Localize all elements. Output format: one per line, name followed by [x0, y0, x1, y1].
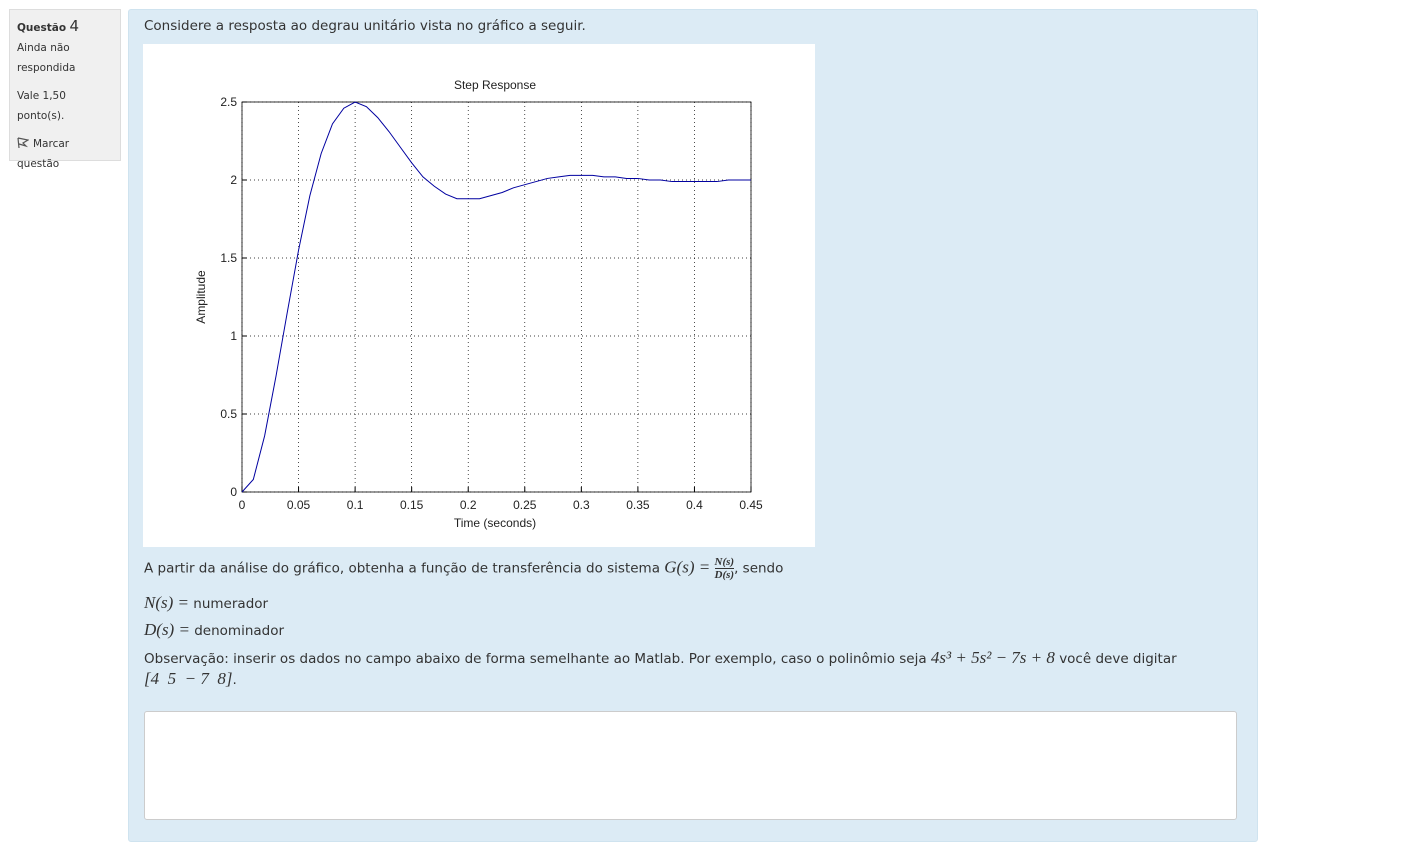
question-number: 4: [69, 17, 79, 35]
definition: N(s) = numerador: [144, 593, 268, 613]
intro: Considere a resposta ao degrau unitário …: [144, 18, 586, 34]
note-text: Observação: inserir os dados no campo ab…: [144, 651, 927, 667]
x-tick-label: 0.3: [573, 498, 590, 512]
x-tick-label: 0.35: [626, 498, 650, 512]
status: Ainda não respondida: [17, 42, 76, 74]
paragraph-suffix: , sendo: [734, 560, 784, 577]
flag-link[interactable]: Marcar questão: [17, 134, 97, 174]
note: Observação: inserir os dados no campo ab…: [144, 648, 1177, 690]
y-tick-label: 1: [230, 329, 237, 343]
formula-lhs: G(s) =: [664, 557, 711, 577]
x-tick-label: 0.2: [460, 498, 477, 512]
y-tick-label: 2: [230, 173, 237, 187]
definition: D(s) = denominador: [144, 620, 284, 640]
numerator: N(s): [714, 556, 735, 569]
note-end: .: [232, 672, 237, 688]
denominator: D(s): [714, 569, 735, 581]
plot-area: [242, 102, 751, 492]
answer-input[interactable]: [144, 711, 1237, 820]
question-content: Considere a resposta ao degrau unitário …: [128, 9, 1258, 842]
chart: Step Response Time (seconds) Amplitude 0…: [143, 44, 815, 547]
chart-title: Step Response: [454, 78, 536, 92]
data-line: [241, 101, 751, 493]
x-axis-label: Time (seconds): [454, 516, 536, 530]
question-info: Questão 4 Ainda não respondida Vale 1,50…: [9, 9, 121, 170]
x-tick-label: 0.25: [513, 498, 537, 512]
y-axis-label: Amplitude: [194, 270, 208, 324]
question-label: Questão: [17, 22, 67, 34]
flag-text: Marcar questão: [17, 138, 70, 170]
x-tick-label: 0.1: [347, 498, 364, 512]
fraction: N(s) D(s): [714, 556, 735, 581]
x-tick-label: 0.05: [287, 498, 311, 512]
x-tick-label: 0: [239, 498, 246, 512]
definition-text: denominador: [194, 623, 285, 639]
paragraph: A partir da análise do gráfico, obtenha …: [144, 556, 783, 581]
definition-symbol: D(s) =: [144, 620, 190, 639]
points: Vale 1,50 ponto(s).: [17, 90, 66, 122]
polynomial: 4s³ + 5s² − 7s + 8: [930, 648, 1055, 667]
x-tick-label: 0.15: [400, 498, 424, 512]
y-tick-label: 1.5: [220, 251, 237, 265]
question-heading: Questão 4: [17, 16, 113, 38]
y-tick-label: 2.5: [220, 95, 237, 109]
x-tick-label: 0.4: [686, 498, 703, 512]
paragraph-text: A partir da análise do gráfico, obtenha …: [144, 560, 660, 577]
plot-frame: [241, 101, 752, 493]
y-tick-label: 0: [230, 485, 237, 499]
x-tick-label: 0.45: [739, 498, 763, 512]
definition-text: numerador: [193, 596, 269, 612]
example: [4 5 − 7 8]: [144, 669, 233, 688]
note-after: você deve digitar: [1059, 651, 1177, 667]
definition-symbol: N(s) =: [144, 593, 189, 612]
flag-icon: [17, 137, 30, 149]
y-tick-label: 0.5: [220, 407, 237, 421]
